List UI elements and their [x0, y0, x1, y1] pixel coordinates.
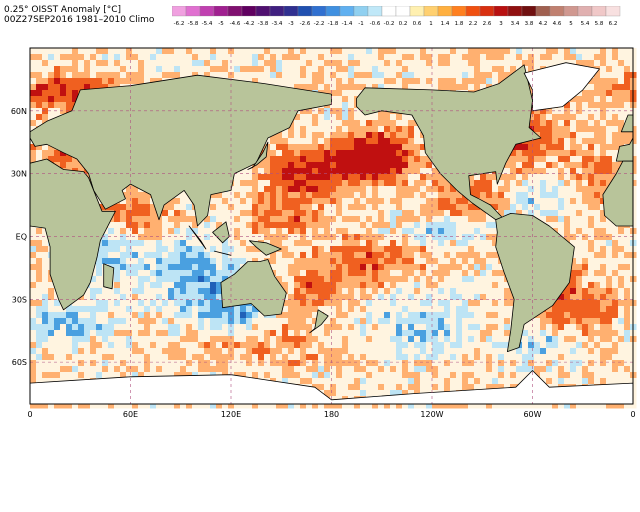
colorbar-tick-label: 3.4	[511, 21, 520, 27]
ice-landmass	[523, 62, 600, 112]
colorbar-tick-label: 3	[499, 21, 503, 27]
graticule	[30, 48, 633, 404]
landmass	[248, 240, 282, 256]
landmass	[213, 250, 232, 256]
landmass	[220, 259, 287, 317]
colorbar-tick-label: 1.8	[455, 21, 464, 27]
longitude-label: 0	[27, 410, 32, 419]
colorbar-tick-label: 2.6	[483, 21, 492, 27]
map-subtitle: 00Z27SEP2016 1981–2010 Climo	[4, 15, 155, 25]
map-frame	[29, 47, 634, 405]
landmass	[29, 74, 332, 227]
colorbar-tick-label: -4.6	[230, 21, 241, 27]
landmass	[188, 225, 207, 250]
axis-labels: 60N 30N EQ 30S 60S 0 60E 120E 180 120W 60W 0	[11, 107, 636, 419]
landmass	[247, 141, 269, 170]
colorbar-tick-label: 4.6	[553, 21, 562, 27]
longitude-label: 60W	[523, 410, 541, 419]
colorbar-tick-label: 1.4	[441, 21, 450, 27]
colorbar-tick-label: -5	[218, 21, 224, 27]
map-title: 0.25° OISST Anomaly [°C]	[4, 5, 122, 15]
colorbar-swatch	[605, 6, 621, 17]
map-border	[29, 47, 634, 405]
landmass	[356, 64, 542, 221]
longitude-label: 60E	[123, 410, 138, 419]
colorbar-tick-label: 5.8	[595, 21, 604, 27]
colorbar-tick-label: -3	[288, 21, 294, 27]
colorbar-tick-label: -1	[358, 21, 363, 27]
longitude-label: 120E	[221, 410, 241, 419]
landmass	[309, 309, 329, 334]
colorbar-tick-label: 6.2	[609, 21, 618, 27]
colorbar-tick-label: -5.8	[188, 21, 199, 27]
longitude-label: 0	[630, 410, 635, 419]
colorbar-tick-label: -3.4	[272, 21, 283, 27]
colorbar-tick-label: -2.2	[314, 21, 325, 27]
colorbar-tick-label: 0.2	[399, 21, 408, 27]
landmass	[103, 263, 115, 290]
colorbar-tick-label: 3.8	[525, 21, 534, 27]
latitude-label: EQ	[16, 232, 27, 241]
colorbar-tick-label: -1.8	[328, 21, 339, 27]
colorbar-tick-label: -4.2	[244, 21, 255, 27]
colorbar-tick-label: -0.6	[370, 21, 381, 27]
colorbar-tick-label: 0.6	[413, 21, 422, 27]
colorbar-tick-label: 1	[429, 21, 433, 27]
colorbar-tick-label: 4.2	[539, 21, 548, 27]
longitude-label: 180	[324, 410, 339, 419]
colorbar-tick-label: -6.2	[174, 21, 185, 27]
colorbar: -6.2 -5.8 -5.4 -5 -4.6 -4.2 -3.8 -3.4 -3 -2.6 -2.2…	[172, 6, 621, 27]
colorbar-tick-label: -2.6	[300, 21, 311, 27]
colorbar-tick-label: 5	[569, 21, 573, 27]
landmass	[602, 160, 634, 227]
latitude-label: 30N	[11, 170, 27, 179]
colorbar-tick-label: 2.2	[469, 21, 478, 27]
latitude-label: 60N	[11, 107, 27, 116]
latitude-label: 30S	[12, 295, 27, 304]
colorbar-tick-label: -5.4	[202, 21, 213, 27]
landmass	[495, 212, 575, 353]
landmass	[29, 158, 116, 311]
land-layer	[29, 62, 634, 405]
longitude-label: 120W	[420, 410, 443, 419]
colorbar-tick-label: 5.4	[581, 21, 590, 27]
colorbar-tick-label: -3.8	[258, 21, 269, 27]
latitude-label: 60S	[12, 358, 27, 367]
colorbar-tick-label: -1.4	[342, 21, 353, 27]
colorbar-tick-label: -0.2	[384, 21, 395, 27]
